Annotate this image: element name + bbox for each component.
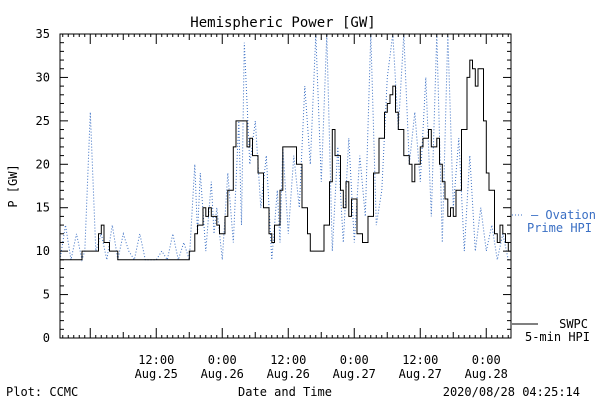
chart-title: Hemispheric Power [GW] [190,15,375,31]
y-tick-label: 30 [36,70,50,84]
plot-source: Plot: CCMC [6,385,78,399]
x-tick-label-date: Aug.28 [465,367,508,381]
y-tick-label: 35 [36,27,50,41]
x-tick-label-time: 12:00 [402,353,438,367]
y-tick-label: 20 [36,157,50,171]
x-tick-label-date: Aug.27 [333,367,376,381]
y-tick-label: 5 [43,288,50,302]
series-ovation-prime-line [59,33,509,262]
y-axis-label: P [GW] [6,164,20,207]
legend: — Ovation Prime HPI SWPC 5-min HPI [512,208,596,344]
x-axis: 12:00Aug.250:00Aug.2612:00Aug.260:00Aug.… [62,34,509,381]
y-axis: 0 5 10 15 20 25 30 35 [36,27,511,345]
x-tick-label-time: 0:00 [472,353,501,367]
y-tick-label: 10 [36,244,50,258]
y-tick-label: 0 [43,331,50,345]
x-axis-label: Date and Time [238,385,332,399]
plot-timestamp: 2020/08/28 04:25:14 [443,385,580,399]
x-tick-label-date: Aug.27 [399,367,442,381]
x-tick-label-time: 0:00 [208,353,237,367]
x-tick-label-date: Aug.26 [201,367,244,381]
x-tick-label-time: 12:00 [270,353,306,367]
series-swpc-line [60,59,511,261]
x-tick-label-time: 0:00 [340,353,369,367]
y-tick-label: 25 [36,114,50,128]
x-tick-label-date: Aug.26 [267,367,310,381]
series-layer [59,33,511,262]
plot-frame [59,33,512,339]
legend-ovation-line1: — Ovation [531,208,596,222]
x-tick-label-time: 12:00 [138,353,174,367]
legend-swpc-line1: SWPC [559,317,588,331]
x-tick-label-date: Aug.25 [135,367,178,381]
legend-swpc-line2: 5-min HPI [525,330,590,344]
legend-ovation-line2: Prime HPI [527,221,592,235]
y-tick-label: 15 [36,201,50,215]
